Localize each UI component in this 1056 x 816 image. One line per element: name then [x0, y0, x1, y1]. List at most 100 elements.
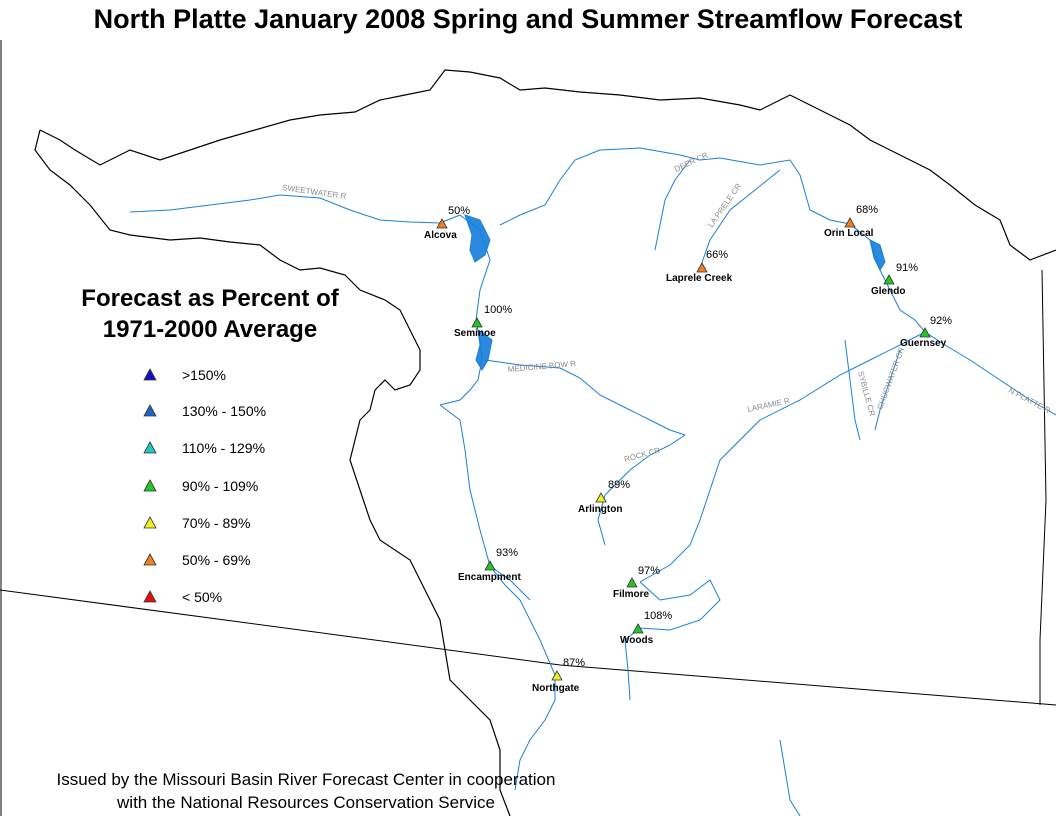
station-encampment[interactable]: 93% Encampment — [458, 547, 521, 583]
stations: 50% Alcova 100% Seminoe 66% Laprele Cree… — [424, 204, 952, 694]
river-label-sybille: SYBILLE CR — [856, 370, 877, 417]
north-platte-east — [499, 147, 1056, 416]
state-boundary-right — [1039, 269, 1047, 705]
station-marker — [844, 217, 856, 228]
laramie-lower — [624, 579, 721, 701]
legend-item-130-150: 130% - 150% — [140, 401, 266, 421]
station-guernsey[interactable]: 92% Guernsey — [900, 315, 952, 349]
north-platte-upper — [439, 404, 556, 791]
station-seminoe[interactable]: 100% Seminoe — [454, 304, 512, 339]
station-marker — [696, 262, 708, 273]
station-glendo[interactable]: 91% Glendo — [871, 262, 918, 297]
station-percent: 66% — [706, 249, 728, 261]
station-marker — [471, 317, 483, 328]
station-laprele-creek[interactable]: 66% Laprele Creek — [666, 249, 733, 284]
footer-line1: Issued by the Missouri Basin River Forec… — [56, 770, 556, 789]
glendo-reservoir — [869, 239, 886, 272]
station-alcova[interactable]: 50% Alcova — [424, 205, 470, 241]
station-marker — [632, 623, 644, 634]
state-boundary-line — [0, 589, 1056, 706]
station-percent: 100% — [484, 304, 512, 316]
basin-boundary — [34, 69, 1056, 816]
laramie-river — [639, 331, 926, 583]
north-platte-main — [439, 214, 491, 406]
medicine-bow-river — [484, 359, 686, 436]
station-name: Glendo — [871, 286, 905, 297]
station-name: Arlington — [578, 504, 622, 515]
station-northgate[interactable]: 87% Northgate — [532, 657, 585, 694]
station-percent: 89% — [608, 479, 630, 491]
station-filmore[interactable]: 97% Filmore — [613, 565, 660, 600]
sweetwater-river — [129, 194, 461, 224]
station-percent: 108% — [644, 610, 672, 622]
river-label-laramie: LARAMIE R — [747, 396, 791, 414]
map-title: North Platte January 2008 Spring and Sum… — [93, 4, 963, 34]
station-marker — [484, 560, 496, 571]
footer-line2: with the National Resources Conservation… — [117, 793, 495, 812]
legend-label: >150% — [182, 367, 226, 383]
station-percent: 87% — [563, 657, 585, 669]
triangle-icon — [143, 516, 157, 529]
station-name: Orin Local — [824, 228, 874, 239]
river-label-laprele: LA PRELE CR — [706, 182, 743, 230]
station-marker — [626, 577, 638, 588]
triangle-icon — [143, 479, 157, 492]
station-name: Alcova — [424, 230, 457, 241]
chugwater-creek — [874, 349, 901, 431]
legend-title-line1: Forecast as Percent of — [81, 285, 339, 312]
legend-item-70-89: 70% - 89% — [140, 513, 250, 533]
legend-item-110-129: 110% - 129% — [140, 438, 265, 458]
station-percent: 91% — [896, 262, 918, 274]
station-name: Encampment — [458, 572, 521, 583]
triangle-icon — [143, 590, 157, 603]
station-name: Laprele Creek — [666, 273, 733, 284]
legend-item-over-150: >150% — [140, 365, 226, 385]
station-percent: 92% — [930, 315, 952, 327]
deer-creek — [654, 159, 691, 251]
station-name: Filmore — [613, 589, 650, 600]
station-marker — [551, 670, 563, 681]
triangle-icon — [143, 441, 157, 454]
southern-stream — [779, 739, 801, 816]
station-marker — [436, 218, 448, 229]
rock-creek — [597, 434, 686, 546]
legend-title-line2: 1971-2000 Average — [102, 316, 318, 343]
station-woods[interactable]: 108% Woods — [620, 610, 672, 646]
triangle-icon — [143, 368, 157, 381]
station-name: Seminoe — [454, 328, 496, 339]
legend-label: 110% - 129% — [182, 440, 266, 456]
encampment-creek — [489, 565, 531, 601]
river-label-deer: DEER CR — [673, 150, 710, 173]
legend-label: 90% - 109% — [182, 478, 259, 494]
station-name: Guernsey — [900, 338, 947, 349]
legend-label: 70% - 89% — [182, 515, 251, 531]
footer-credit: Issued by the Missouri Basin River Forec… — [0, 768, 612, 814]
triangle-icon — [143, 553, 157, 566]
triangle-icon — [143, 404, 157, 417]
station-name: Northgate — [532, 683, 580, 694]
station-orin-local[interactable]: 68% Orin Local — [824, 204, 878, 239]
legend-title: Forecast as Percent of 1971-2000 Average — [40, 283, 380, 345]
river-label-chugwater: CHUGWATER CR — [875, 346, 906, 411]
legend-item-90-109: 90% - 109% — [140, 476, 258, 496]
station-arlington[interactable]: 89% Arlington — [578, 479, 630, 515]
river-network — [129, 147, 1056, 816]
laprele-creek — [699, 169, 781, 269]
station-marker — [595, 492, 607, 503]
station-name: Woods — [620, 635, 654, 646]
legend-label: 130% - 150% — [182, 403, 267, 419]
river-label-n-platte: N PLATTE R — [1007, 386, 1052, 415]
station-percent: 93% — [496, 547, 518, 559]
sybille-creek — [844, 339, 861, 441]
legend-label: < 50% — [182, 589, 223, 605]
station-marker — [883, 274, 895, 285]
legend-label: 50% - 69% — [182, 552, 251, 568]
river-label-sweetwater: SWEETWATER R — [282, 183, 347, 201]
legend-item-50-69: 50% - 69% — [140, 550, 250, 570]
river-label-medicine-bow: MEDICINE BOW R — [507, 359, 576, 374]
station-percent: 68% — [856, 204, 878, 216]
station-percent: 50% — [448, 205, 470, 217]
station-percent: 97% — [638, 565, 660, 577]
station-marker — [919, 327, 931, 338]
